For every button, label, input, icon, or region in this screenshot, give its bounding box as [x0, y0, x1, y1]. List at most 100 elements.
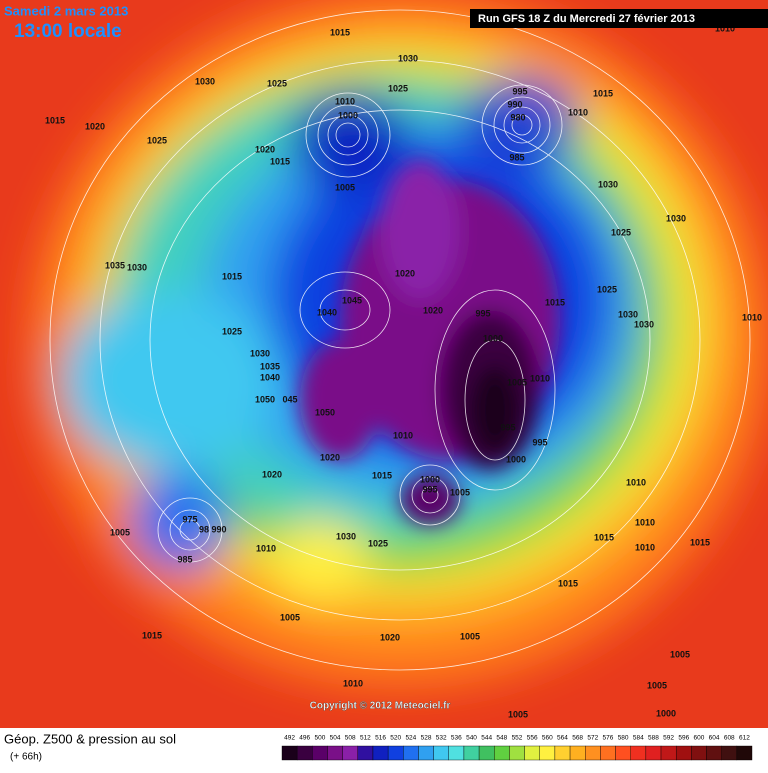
pressure-label: 1025 — [147, 135, 167, 145]
pressure-label: 985 — [177, 554, 192, 564]
legend-label: 580 — [618, 735, 629, 742]
legend-label: 504 — [330, 735, 341, 742]
pressure-label: 1045 — [342, 295, 362, 305]
legend-swatch — [706, 745, 722, 761]
pressure-label: 1020 — [255, 144, 275, 154]
legend-label: 564 — [557, 735, 568, 742]
pressure-label: 1005 — [280, 612, 300, 622]
pressure-label: 1025 — [267, 78, 287, 88]
legend-swatch — [554, 745, 571, 761]
pressure-label: 995 — [422, 484, 437, 494]
legend-label: 588 — [648, 735, 659, 742]
pressure-label: 1000 — [338, 110, 358, 120]
pressure-label: 1025 — [368, 538, 388, 548]
pressure-label: 1010 — [393, 430, 413, 440]
pressure-label: 98 — [199, 524, 209, 534]
pressure-label: 1005 — [507, 377, 527, 387]
legend-label: 552 — [512, 735, 523, 742]
legend-label: 532 — [436, 735, 447, 742]
legend-label: 608 — [724, 735, 735, 742]
legend-swatch — [721, 745, 738, 761]
pressure-label: 1015 — [558, 578, 578, 588]
pressure-label: 995 — [532, 437, 547, 447]
legend-swatch — [660, 745, 677, 761]
legend-label: 540 — [466, 735, 477, 742]
pressure-label: 1005 — [335, 182, 355, 192]
legend-swatch — [736, 745, 753, 761]
legend-swatch — [418, 745, 434, 761]
pressure-label: 1030 — [598, 179, 618, 189]
copyright: Copyright © 2012 Meteociel.fr — [310, 701, 451, 712]
legend-swatch — [494, 745, 510, 761]
legend-label: 576 — [603, 735, 614, 742]
pressure-label: 1015 — [372, 470, 392, 480]
legend-swatch — [357, 745, 374, 761]
legend-swatch — [691, 745, 707, 761]
legend-swatch — [539, 745, 556, 761]
color-legend: 492 496 500 504 508 512 516 520 524 528 532 536 540 5… — [281, 735, 753, 761]
pressure-label: 1015 — [545, 297, 565, 307]
pressure-label: 1010 — [530, 373, 550, 383]
legend-label: 520 — [390, 735, 401, 742]
pressure-label: 1020 — [380, 632, 400, 642]
pressure-label: 1000 — [420, 474, 440, 484]
legend-swatch — [312, 745, 328, 761]
footer-title: Géop. Z500 & pression au sol — [4, 731, 176, 746]
legend-swatch — [433, 745, 449, 761]
pressure-label: 1030 — [398, 53, 418, 63]
pressure-label: 1010 — [715, 23, 735, 33]
legend-label: 508 — [345, 735, 356, 742]
pressure-label: 1005 — [460, 631, 480, 641]
pressure-label: 1030 — [666, 213, 686, 223]
pressure-label: 1030 — [634, 319, 654, 329]
footer-lead: (+ 66h) — [10, 752, 42, 763]
pressure-label: 995 — [475, 308, 490, 318]
legend-swatch — [403, 745, 419, 761]
pressure-label: 1015 — [142, 630, 162, 640]
legend-swatch — [524, 745, 540, 761]
legend-label: 544 — [481, 735, 492, 742]
pressure-label: 1010 — [635, 517, 655, 527]
legend-swatch — [387, 745, 404, 761]
legend-label: 528 — [421, 735, 432, 742]
field — [0, 0, 768, 728]
legend-swatch — [569, 745, 586, 761]
legend-swatch — [600, 745, 616, 761]
legend-label: 524 — [405, 735, 416, 742]
legend-label: 500 — [314, 735, 325, 742]
time: 13:00 locale — [14, 21, 122, 42]
legend-label: 612 — [739, 735, 750, 742]
legend-label: 584 — [633, 735, 644, 742]
pressure-label: 1000 — [483, 333, 503, 343]
pressure-label: 1005 — [450, 487, 470, 497]
pressure-label: 975 — [182, 514, 197, 524]
pressure-label: 1015 — [690, 537, 710, 547]
pressure-label: 1010 — [343, 678, 363, 688]
pressure-label: 1020 — [395, 268, 415, 278]
run-box — [470, 9, 768, 28]
pressure-label: 1015 — [594, 532, 614, 542]
legend-label: 604 — [709, 735, 720, 742]
legend-label: 496 — [299, 735, 310, 742]
legend-label: 512 — [360, 735, 371, 742]
pressure-label: 1010 — [635, 542, 655, 552]
pressure-label: 980 — [510, 112, 525, 122]
pressure-label: 1015 — [270, 156, 290, 166]
pressure-label: 1040 — [317, 307, 337, 317]
legend-swatch — [342, 745, 359, 761]
legend-swatch — [509, 745, 525, 761]
legend-swatch — [615, 745, 631, 761]
pressure-label: 1025 — [611, 227, 631, 237]
pressure-label: 1030 — [618, 309, 638, 319]
pressure-label: 1020 — [85, 121, 105, 131]
pressure-label: 1010 — [568, 107, 588, 117]
legend-swatch — [281, 745, 298, 761]
legend-label: 492 — [284, 735, 295, 742]
pressure-label: 1030 — [195, 76, 215, 86]
legend-label: 548 — [496, 735, 507, 742]
pressure-label: 1050 — [255, 394, 275, 404]
pressure-label: 995 — [512, 86, 527, 96]
pressure-label: 1005 — [670, 649, 690, 659]
